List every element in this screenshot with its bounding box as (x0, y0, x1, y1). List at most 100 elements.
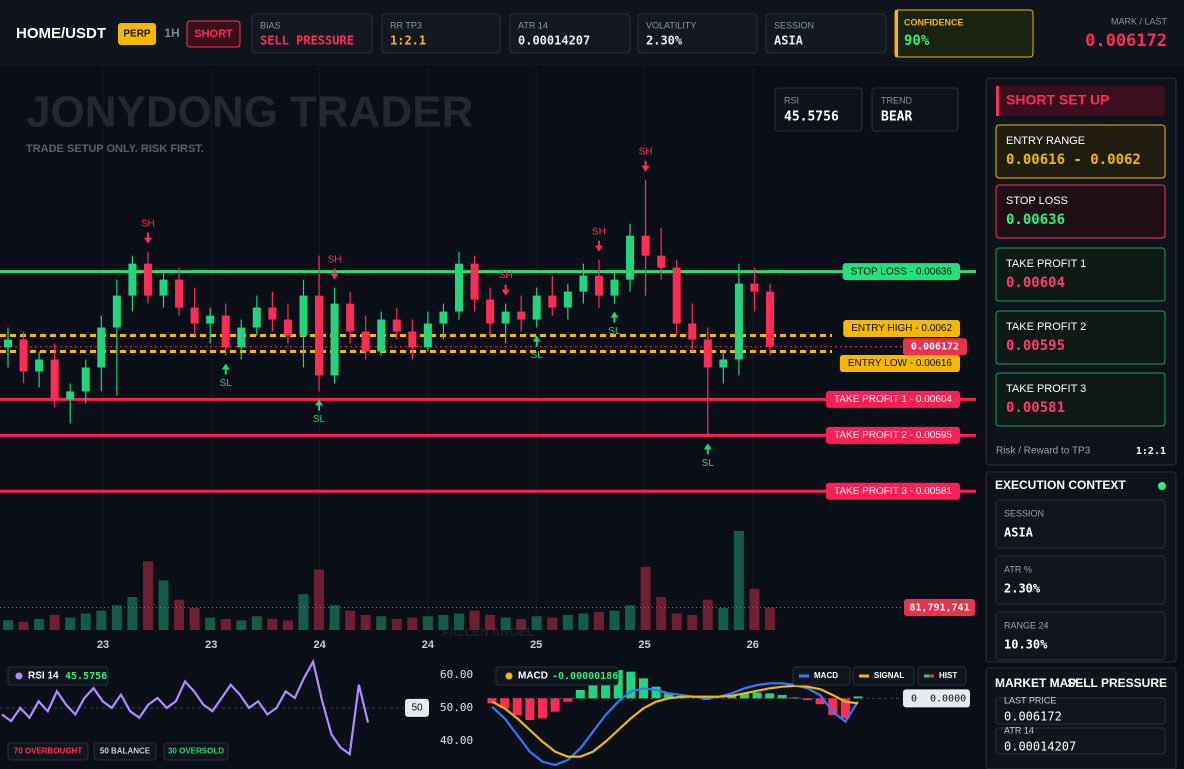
volume-bar (34, 619, 45, 630)
hist-bar (777, 695, 787, 699)
legend-dot (15, 672, 23, 680)
hist-bar (739, 693, 749, 699)
swing-arrow (501, 284, 510, 296)
stat-label: SESSION (774, 20, 814, 30)
macd-value: -0.00000186 (552, 671, 618, 682)
context-value: ASIA (1004, 526, 1034, 540)
swing-label: SH (592, 226, 606, 237)
stat-label: BIAS (260, 20, 281, 30)
swing-arrow (532, 335, 541, 347)
candle-body (128, 263, 137, 296)
hist-bar (828, 698, 838, 715)
panel-box (995, 184, 1166, 239)
panel-box (903, 689, 970, 708)
hist-bar (487, 698, 497, 704)
candle-body (470, 263, 479, 300)
x-tick-label: 23 (97, 639, 109, 651)
market-bias: SELL PRESSURE (1067, 676, 1167, 690)
candle-body (97, 327, 106, 368)
panel-box (995, 247, 1166, 302)
candle-body (532, 295, 541, 320)
swing-label: SL (220, 378, 233, 389)
panel-box (825, 482, 960, 500)
candle-body (517, 311, 526, 320)
candle-body (315, 295, 324, 376)
side: SHORT (194, 28, 233, 40)
level-label: STOP LOSS - 0.00636 (851, 266, 953, 277)
panel-box (995, 310, 1166, 365)
timeframe: 1H (164, 26, 179, 40)
mark-value: 0.006172 (1085, 31, 1167, 51)
candle-body (112, 295, 121, 328)
candle-body (19, 339, 28, 372)
candle-body (439, 311, 448, 324)
hist-bar (803, 698, 813, 700)
volume-bar (345, 610, 356, 630)
watermark: FALLEN ANGEL (442, 625, 534, 639)
hist-bar (840, 698, 850, 719)
volume-bar (142, 561, 153, 630)
candle-body (454, 263, 463, 312)
hist-bar (613, 670, 623, 699)
hist-bar (790, 697, 800, 699)
candle-body (346, 303, 355, 332)
volume-bar (189, 608, 200, 630)
swing-arrow (143, 232, 152, 244)
panel-box (251, 13, 373, 54)
x-tick-label: 25 (638, 639, 650, 651)
panel-box (637, 13, 758, 54)
volume-bar (547, 617, 558, 630)
swing-arrow (703, 443, 712, 455)
level-label: ENTRY LOW - 0.00616 (848, 358, 953, 369)
volume-bar (702, 599, 713, 630)
status-dot (1158, 482, 1166, 490)
swing-label: SL (531, 350, 544, 361)
candle-body (4, 339, 12, 348)
panel-box (995, 555, 1166, 605)
candle-body (330, 303, 339, 376)
level-label: TAKE PROFIT 1 - 0.00604 (834, 394, 952, 405)
stat-value: ASIA (774, 34, 804, 48)
volume-bar (298, 594, 309, 630)
candle-body (766, 291, 774, 347)
swing-label: SH (328, 254, 342, 265)
volume-bar (469, 610, 480, 630)
candle-body (408, 331, 417, 348)
candle-body (143, 263, 152, 296)
zone-badge: 30 OVERSOLD (168, 747, 224, 756)
volume-bar (360, 614, 371, 630)
panel-box (995, 697, 1166, 725)
panel-box (186, 20, 241, 48)
candle-body (548, 295, 557, 308)
zero-label: 0.0000 (930, 693, 966, 704)
hist-bar (500, 698, 510, 709)
context-value: 2.30% (1004, 582, 1041, 596)
macd-title: MACD (518, 671, 548, 682)
swing-arrow (641, 160, 650, 172)
panel-box (995, 499, 1166, 549)
hist-bar (512, 698, 522, 715)
volume-bar (516, 619, 527, 630)
volume-bar (376, 616, 387, 630)
y-tick-label: 50.00 (440, 701, 473, 714)
stat-label: RR TP3 (390, 20, 422, 30)
panel-box (852, 666, 915, 686)
hist-bar (575, 690, 585, 699)
swing-arrow (221, 363, 230, 375)
volume-bar (111, 605, 122, 630)
hist-bar (727, 695, 737, 699)
volume-bar (49, 614, 60, 630)
market-label: LAST PRICE (1004, 695, 1056, 705)
hist-bar (550, 698, 560, 712)
candle-body (703, 339, 712, 368)
candle-body (688, 323, 697, 340)
candle-body (423, 323, 432, 348)
watermark-title: JONYDONG TRADER (26, 88, 473, 137)
candle-body (392, 319, 401, 332)
hist-bar (815, 698, 825, 705)
candle-body (50, 359, 59, 400)
legend-label: MACD (814, 671, 838, 680)
volume-bar (485, 614, 496, 630)
card-label: TAKE PROFIT 1 (1006, 258, 1086, 270)
panel-box (842, 263, 960, 281)
